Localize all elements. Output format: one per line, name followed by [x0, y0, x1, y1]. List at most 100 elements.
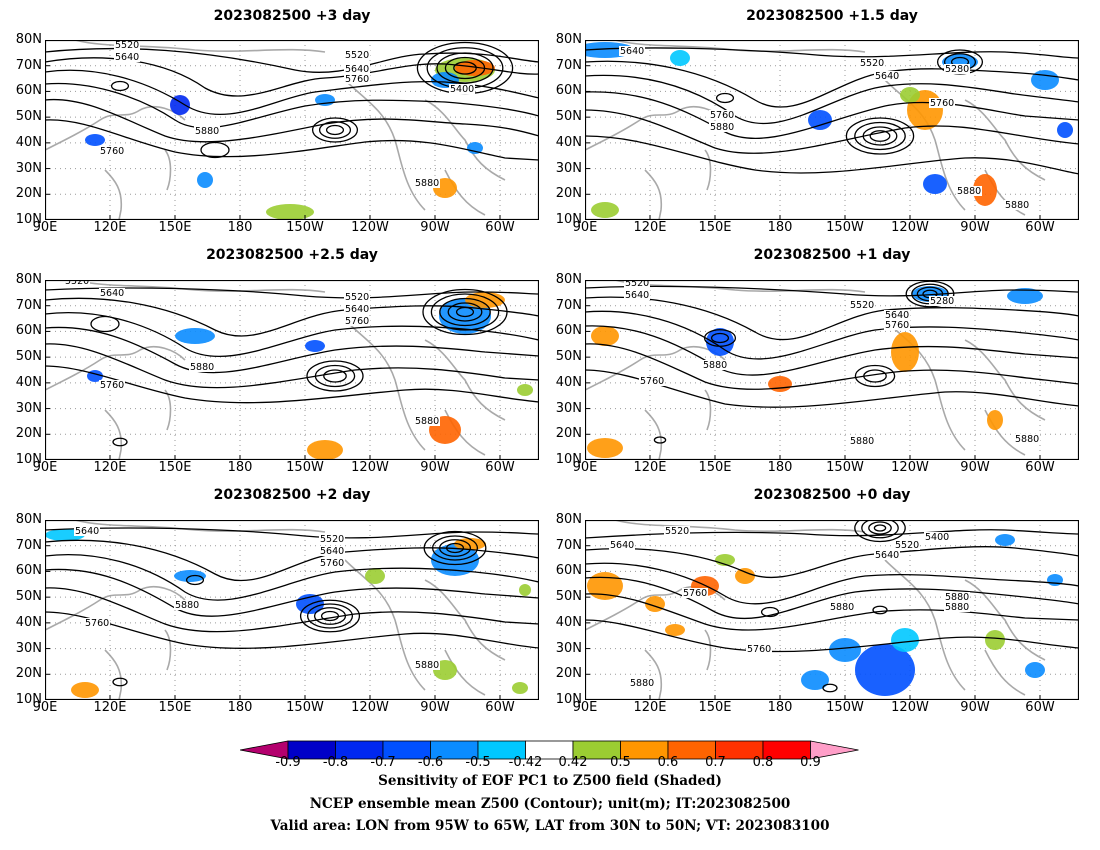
coastline [344, 319, 426, 451]
sensitivity-shade [670, 50, 690, 66]
z500-closed-contour [318, 121, 352, 139]
z500-closed-contour [869, 130, 891, 142]
lon-tick-label: 60W [485, 700, 515, 715]
sensitivity-shade [900, 87, 920, 103]
contour-label: 5880 [195, 126, 219, 137]
contour-label: 5880 [1005, 200, 1029, 211]
lon-tick-label: 180 [227, 700, 253, 715]
z500-closed-contour [868, 521, 892, 535]
sensitivity-shade [801, 670, 829, 690]
z500-contour [45, 47, 539, 74]
lat-tick-label: 70N [15, 297, 42, 313]
coastline [164, 629, 172, 671]
sensitivity-shade [891, 332, 919, 372]
lat-tick-label: 20N [555, 426, 582, 442]
z500-closed-contour [861, 520, 899, 539]
coastline [644, 169, 663, 220]
z500-closed-contour [438, 539, 472, 557]
lon-tick-label: 60W [485, 220, 515, 235]
lat-tick-label: 20N [15, 186, 42, 202]
coastline [585, 105, 726, 151]
sensitivity-shade [307, 440, 343, 460]
z500-closed-contour [703, 329, 737, 347]
z500-contour [45, 587, 539, 633]
contour-label: 5640 [100, 288, 124, 299]
contour-label: 5640 [115, 52, 139, 63]
lat-tick-label: 30N [15, 400, 42, 416]
z500-closed-contour [200, 141, 230, 159]
contour-label: 5520 [895, 540, 919, 551]
z500-closed-contour [436, 52, 494, 84]
contour-label: 5760 [345, 316, 369, 327]
lat-tick-label: 10N [555, 212, 582, 227]
z500-closed-contour [444, 56, 486, 80]
lon-tick-label: 120E [93, 220, 127, 235]
lat-tick-label: 80N [15, 32, 42, 47]
lat-tick-label: 50N [555, 589, 582, 605]
z500-closed-contour [320, 610, 340, 622]
lat-tick-label: 60N [15, 323, 42, 339]
coastline [704, 149, 712, 191]
z500-closed-contour [822, 683, 838, 693]
coastline [964, 99, 1046, 181]
lat-tick-label: 60N [555, 83, 582, 99]
colorbar-tick-label: -0.7 [370, 755, 396, 770]
z500-closed-contour [845, 117, 915, 155]
coastline [644, 649, 663, 700]
lat-tick-label: 10N [15, 212, 42, 227]
lat-tick-label: 40N [15, 374, 42, 390]
lat-tick-label: 20N [555, 666, 582, 682]
contour-label: 5640 [875, 550, 899, 561]
lat-tick-label: 50N [15, 589, 42, 605]
sensitivity-shade [71, 682, 99, 698]
contour-label: 5880 [830, 602, 854, 613]
colorbar-tick-label: 0.6 [657, 755, 679, 770]
lon-tick-label: 90E [572, 460, 598, 475]
contour-label: 5880 [415, 178, 439, 189]
contour-label: 5520 [345, 292, 369, 303]
lon-tick-label: 90W [420, 460, 450, 475]
contour-label: 5760 [683, 588, 707, 599]
z500-contour [45, 343, 539, 389]
coastline [984, 409, 1026, 456]
z500-closed-contour [854, 121, 906, 151]
z500-closed-contour [185, 574, 205, 586]
lat-tick-label: 30N [15, 640, 42, 656]
lat-tick-label: 80N [15, 512, 42, 527]
contour-label: 5520 [625, 280, 649, 289]
z500-closed-contour [431, 535, 479, 561]
sensitivity-shade [1057, 122, 1073, 138]
z500-contour [45, 82, 539, 129]
lon-tick-label: 60W [1025, 460, 1055, 475]
lon-tick-label: 90W [960, 700, 990, 715]
lat-tick-label: 80N [555, 512, 582, 527]
z500-contour [45, 527, 539, 539]
contour-label: 5880 [630, 678, 654, 689]
coastline [964, 339, 1046, 421]
lon-tick-label: 150W [826, 700, 864, 715]
sensitivity-shade [855, 644, 915, 696]
contour-label: 5640 [75, 526, 99, 537]
contour-label: 5880 [710, 122, 734, 133]
contour-label: 5520 [665, 526, 689, 537]
z500-closed-contour [447, 302, 483, 322]
z500-closed-contour [439, 297, 491, 327]
z500-contour [585, 60, 1079, 108]
contour-label: 5760 [100, 380, 124, 391]
z500-closed-contour [455, 306, 475, 318]
contour-label: 5400 [925, 532, 949, 543]
z500-closed-contour [306, 603, 354, 629]
sensitivity-shade [587, 438, 623, 458]
sensitivity-shade [175, 328, 215, 344]
lat-tick-label: 10N [555, 452, 582, 467]
panel-title: 2023082500 +3 day [213, 8, 371, 24]
lon-tick-label: 180 [227, 220, 253, 235]
z500-closed-contour [872, 605, 888, 615]
colorbar-tick-label: 0.42 [558, 755, 588, 770]
contour-label: 5760 [747, 644, 771, 655]
z500-closed-contour [423, 530, 487, 566]
lat-tick-label: 40N [15, 614, 42, 630]
